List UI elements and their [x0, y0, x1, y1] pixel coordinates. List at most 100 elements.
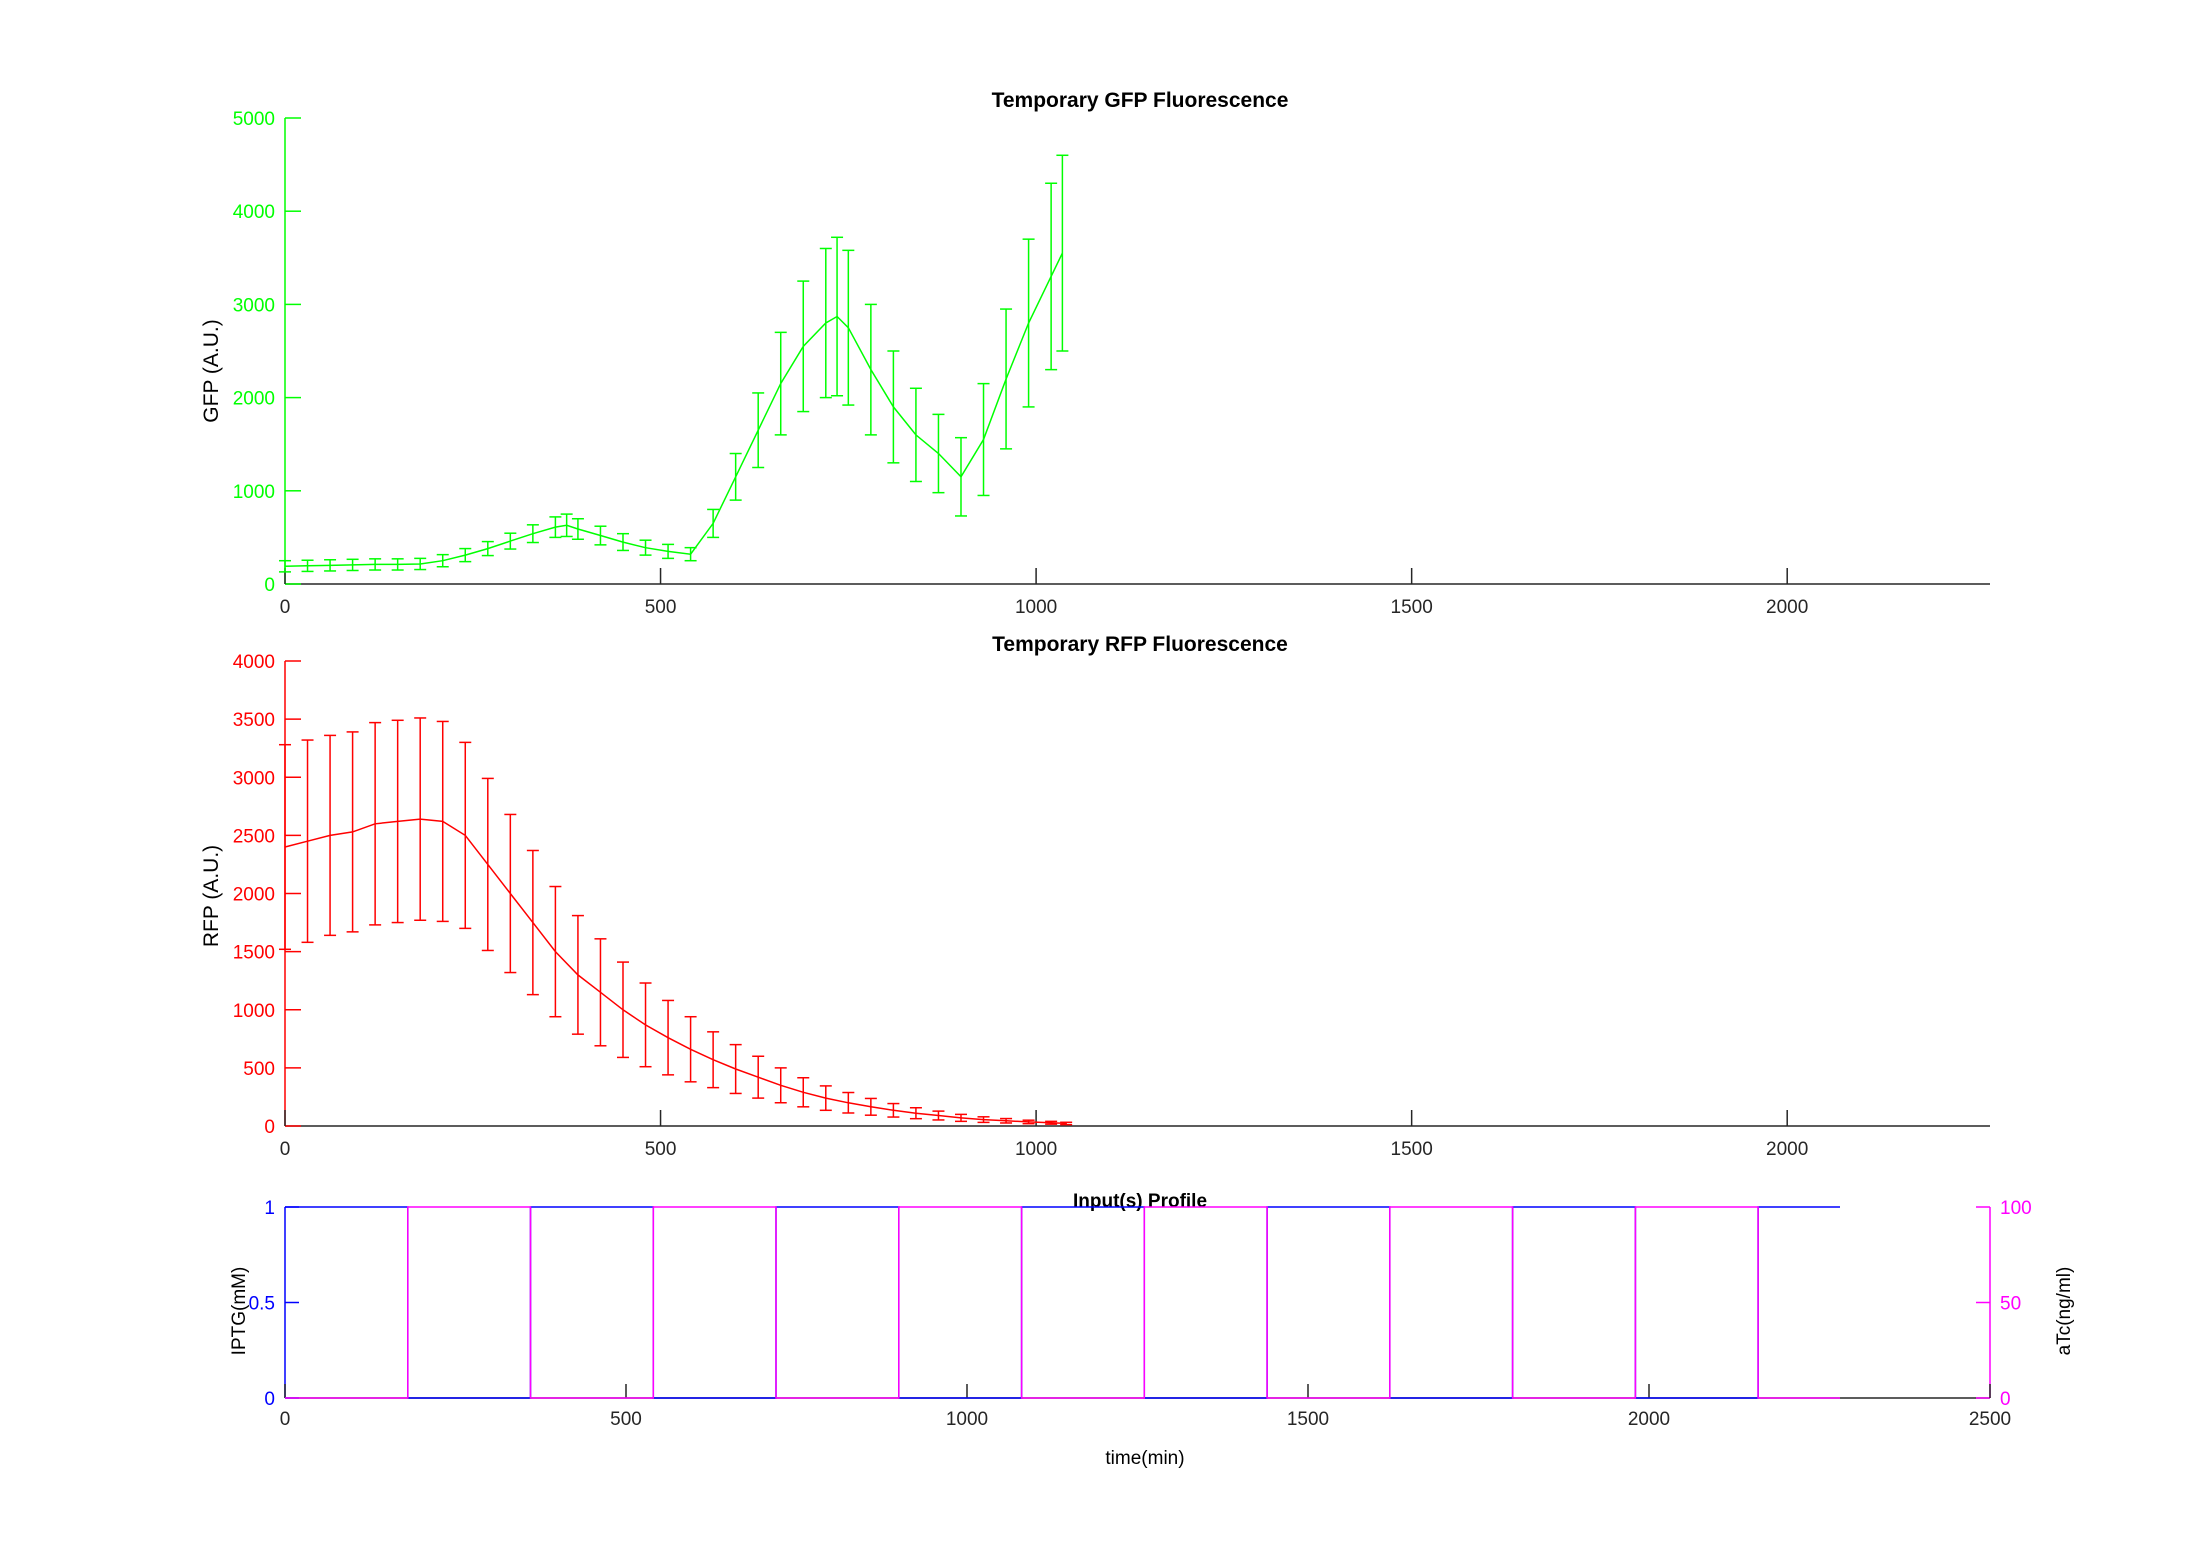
- gfp-error-bar: [819, 247, 832, 399]
- gfp-xtick-label: 1000: [1015, 597, 1057, 618]
- rfp-error-bar: [639, 982, 652, 1068]
- gfp-error-bar: [707, 508, 720, 539]
- rfp-xtick-label: 1000: [1015, 1139, 1057, 1160]
- gfp-error-bar: [864, 303, 877, 436]
- rfp-panel: Temporary RFP Fluorescence RFP (A.U.) 0 5…: [200, 633, 1990, 1160]
- inputs-xtick-label: 2500: [1969, 1409, 2011, 1430]
- rfp-title: Temporary RFP Fluorescence: [992, 633, 1288, 656]
- rfp-ytick-label: 4000: [233, 652, 275, 673]
- atc-ylabel: aTc(ng/ml): [2054, 1267, 2075, 1356]
- gfp-xtick-label: 2000: [1766, 597, 1808, 618]
- gfp-panel: Temporary GFP Fluorescence GFP (A.U.) 0 1…: [200, 89, 1990, 618]
- time-xlabel: time(min): [1105, 1448, 1184, 1469]
- rfp-error-bar: [954, 1113, 967, 1123]
- iptg-ytick-label: 0: [264, 1389, 275, 1410]
- gfp-error-bar: [526, 524, 539, 544]
- gfp-ytick-label: 1000: [233, 482, 275, 503]
- gfp-error-bar: [1000, 308, 1013, 450]
- rfp-error-bar: [684, 1015, 697, 1083]
- rfp-xtick-label: 2000: [1766, 1139, 1808, 1160]
- atc-line: [285, 1206, 1840, 1399]
- inputs-xtick-label: 2000: [1628, 1409, 1670, 1430]
- gfp-error-bar: [324, 559, 337, 572]
- rfp-ytick-label: 500: [243, 1059, 275, 1080]
- inputs-series: [285, 1206, 1840, 1399]
- rfp-ytick-label: 2000: [233, 885, 275, 906]
- gfp-error-bar: [560, 513, 573, 538]
- gfp-error-bar: [774, 331, 787, 436]
- iptg-ytick-label: 0.5: [249, 1294, 275, 1315]
- rfp-error-bar: [977, 1116, 990, 1124]
- rfp-error-bar: [842, 1091, 855, 1114]
- gfp-error-bar: [831, 236, 844, 397]
- gfp-ytick-label: 3000: [233, 295, 275, 316]
- rfp-error-bar: [391, 719, 404, 924]
- rfp-error-bar: [909, 1106, 922, 1120]
- rfp-error-bar: [616, 961, 629, 1059]
- atc-ytick-label: 100: [2000, 1198, 2032, 1219]
- gfp-error-bar: [391, 558, 404, 571]
- gfp-error-bar: [909, 387, 922, 483]
- gfp-error-bar: [436, 553, 449, 568]
- gfp-error-bar: [684, 546, 697, 562]
- rfp-error-bar: [549, 885, 562, 1018]
- gfp-error-bar: [1045, 182, 1058, 371]
- gfp-error-bar: [1022, 238, 1035, 408]
- rfp-error-bar: [662, 999, 675, 1076]
- rfp-error-bar: [1045, 1120, 1058, 1125]
- rfp-mean-line: [284, 818, 1067, 1125]
- inputs-xtick-label: 500: [610, 1409, 642, 1430]
- rfp-error-bar: [301, 739, 314, 944]
- rfp-ytick-label: 3500: [233, 710, 275, 731]
- gfp-error-bar: [481, 540, 494, 557]
- gfp-error-bar: [842, 249, 855, 406]
- gfp-error-bar: [887, 350, 900, 464]
- gfp-series: [279, 154, 1069, 573]
- rfp-ytick-label: 2500: [233, 826, 275, 847]
- inputs-xtick-label: 0: [280, 1409, 291, 1430]
- gfp-ylabel: GFP (A.U.): [200, 319, 223, 422]
- rfp-error-bar: [752, 1055, 765, 1099]
- gfp-error-bar: [977, 382, 990, 497]
- gfp-ytick-label: 4000: [233, 202, 275, 223]
- gfp-error-bar: [549, 516, 562, 539]
- gfp-error-bar: [346, 558, 359, 572]
- rfp-error-bar: [346, 731, 359, 933]
- inputs-xtick-label: 1000: [946, 1409, 988, 1430]
- rfp-error-bar: [729, 1043, 742, 1095]
- gfp-error-bar: [459, 547, 472, 563]
- gfp-error-bar: [571, 518, 584, 541]
- rfp-ytick-label: 1500: [233, 943, 275, 964]
- rfp-error-bar: [594, 938, 607, 1047]
- gfp-error-bar: [504, 532, 517, 550]
- gfp-error-bar: [301, 559, 314, 573]
- gfp-error-bar: [752, 392, 765, 469]
- rfp-error-bar: [571, 914, 584, 1035]
- gfp-xtick-label: 1500: [1391, 597, 1433, 618]
- rfp-error-bar: [1000, 1117, 1013, 1124]
- rfp-ylabel: RFP (A.U.): [200, 845, 223, 947]
- rfp-ytick-label: 3000: [233, 768, 275, 789]
- gfp-mean-line: [284, 252, 1064, 568]
- iptg-line: [285, 1206, 1840, 1399]
- iptg-ylabel: IPTG(mM): [229, 1267, 250, 1356]
- gfp-title: Temporary GFP Fluorescence: [992, 89, 1289, 112]
- rfp-error-bar: [369, 721, 382, 926]
- gfp-error-bar: [954, 436, 967, 517]
- rfp-ytick-label: 1000: [233, 1001, 275, 1022]
- rfp-error-bar: [504, 813, 517, 974]
- rfp-error-bar: [707, 1031, 720, 1089]
- iptg-ytick-label: 1: [264, 1198, 275, 1219]
- rfp-xtick-label: 500: [645, 1139, 677, 1160]
- atc-ytick-label: 0: [2000, 1389, 2011, 1410]
- rfp-axes: 0 500 1000 1500 2000 2500 3000 3500 4000 0 500 1000…: [233, 652, 1990, 1160]
- inputs-xtick-label: 1500: [1287, 1409, 1329, 1430]
- rfp-error-bar: [864, 1097, 877, 1116]
- gfp-error-bar: [729, 452, 742, 501]
- rfp-error-bar: [887, 1102, 900, 1118]
- rfp-error-bar: [819, 1085, 832, 1112]
- rfp-xtick-label: 0: [280, 1139, 291, 1160]
- rfp-series: [279, 717, 1073, 1126]
- gfp-error-bar: [639, 539, 652, 556]
